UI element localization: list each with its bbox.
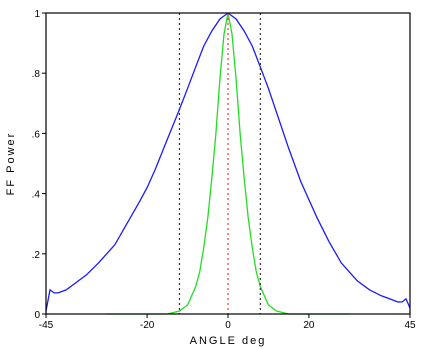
y-tick-label: 0 — [34, 310, 40, 321]
x-tick-label: 20 — [303, 320, 315, 331]
y-tick-label: .6 — [32, 129, 41, 140]
x-tick-label: -20 — [140, 320, 155, 331]
series-line-1 — [45, 12, 411, 312]
reference-lines — [178, 13, 261, 314]
y-axis-title: FF Power — [5, 132, 17, 196]
x-tick-label: 0 — [225, 320, 231, 331]
y-tick-label: .2 — [32, 250, 41, 261]
x-axis-title: ANGLE deg — [190, 335, 267, 347]
x-tick-label: 45 — [404, 320, 416, 331]
y-tick-label: .4 — [32, 190, 41, 201]
x-tick-label: -45 — [39, 320, 54, 331]
axis-ticks: -45 -20 0 20 45 0 .2 .4 .6 .8 1 — [32, 9, 416, 331]
y-tick-label: .8 — [32, 69, 41, 80]
y-tick-label: 1 — [34, 9, 40, 20]
